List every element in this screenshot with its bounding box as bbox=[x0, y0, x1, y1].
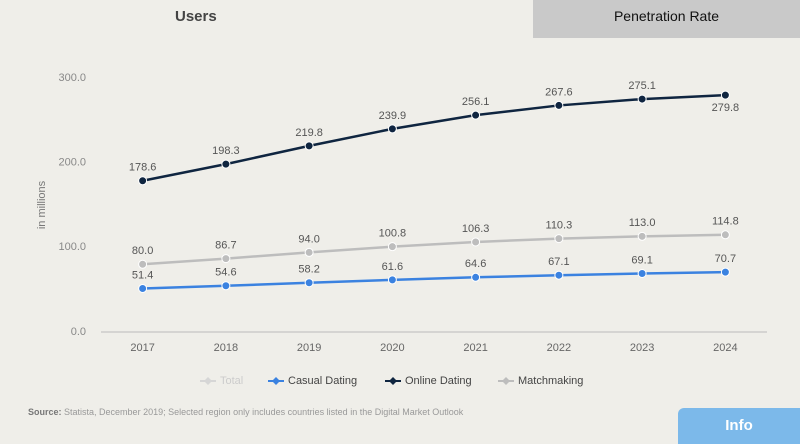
data-point bbox=[304, 141, 314, 151]
source-text: Statista, December 2019; Selected region… bbox=[64, 407, 464, 417]
data-label: 113.0 bbox=[629, 217, 656, 229]
data-point bbox=[471, 272, 481, 282]
legend-item[interactable]: Online Dating bbox=[385, 375, 472, 387]
data-point bbox=[138, 176, 148, 186]
legend-marker bbox=[389, 377, 397, 385]
data-label: 58.2 bbox=[298, 264, 319, 276]
x-tick-label: 2022 bbox=[547, 342, 571, 354]
data-point bbox=[221, 159, 231, 169]
x-tick-label: 2020 bbox=[380, 342, 404, 354]
data-label: 64.6 bbox=[465, 258, 486, 270]
data-label: 239.9 bbox=[379, 110, 407, 122]
y-axis-label: in millions bbox=[36, 180, 48, 229]
info-button[interactable]: Info bbox=[678, 408, 800, 444]
data-label: 275.1 bbox=[628, 80, 656, 92]
data-label: 51.4 bbox=[132, 269, 153, 281]
data-point bbox=[637, 94, 647, 104]
x-tick-label: 2017 bbox=[130, 342, 154, 354]
data-label: 256.1 bbox=[462, 96, 490, 108]
data-point bbox=[720, 230, 730, 240]
legend-marker bbox=[204, 377, 212, 385]
legend-label: Total bbox=[220, 375, 243, 387]
x-tick-label: 2021 bbox=[463, 342, 487, 354]
data-label: 70.7 bbox=[715, 253, 736, 265]
series-line bbox=[142, 93, 726, 183]
legend-label: Online Dating bbox=[405, 375, 472, 387]
series-line bbox=[142, 233, 726, 266]
data-label: 114.8 bbox=[712, 216, 739, 228]
data-label: 86.7 bbox=[215, 240, 236, 252]
data-point bbox=[720, 90, 730, 100]
legend-label: Casual Dating bbox=[288, 375, 357, 387]
data-point bbox=[637, 231, 647, 241]
legend-item[interactable]: Casual Dating bbox=[268, 375, 357, 387]
x-tick-label: 2019 bbox=[297, 342, 321, 354]
data-point bbox=[387, 124, 397, 134]
data-point bbox=[221, 281, 231, 291]
data-label: 69.1 bbox=[631, 254, 652, 266]
data-point bbox=[304, 278, 314, 288]
legend-marker bbox=[502, 377, 510, 385]
data-point bbox=[138, 283, 148, 293]
data-label: 80.0 bbox=[132, 245, 153, 257]
data-label: 198.3 bbox=[212, 145, 240, 157]
x-tick-label: 2024 bbox=[713, 342, 737, 354]
x-tick-label: 2018 bbox=[214, 342, 238, 354]
x-tick-label: 2023 bbox=[630, 342, 654, 354]
legend-item[interactable]: Total bbox=[200, 375, 243, 387]
data-label: 279.8 bbox=[712, 102, 740, 114]
data-label: 61.6 bbox=[382, 261, 403, 273]
y-tick-label: 200.0 bbox=[58, 157, 86, 169]
data-point bbox=[637, 268, 647, 278]
data-point bbox=[554, 100, 564, 110]
data-point bbox=[554, 234, 564, 244]
heading: Users bbox=[175, 8, 217, 25]
data-label: 54.6 bbox=[215, 267, 236, 279]
penetration-tab[interactable]: Penetration Rate bbox=[533, 0, 800, 38]
data-point bbox=[554, 270, 564, 280]
legend-label: Matchmaking bbox=[518, 375, 583, 387]
source-label: Source: bbox=[28, 407, 62, 417]
y-tick-label: 300.0 bbox=[58, 72, 86, 84]
data-label: 219.8 bbox=[295, 127, 323, 139]
data-label: 100.8 bbox=[379, 228, 407, 240]
source: Source: Statista, December 2019; Selecte… bbox=[28, 407, 463, 417]
data-point bbox=[387, 275, 397, 285]
data-label: 94.0 bbox=[298, 233, 319, 245]
data-label: 106.3 bbox=[462, 223, 490, 235]
data-point bbox=[138, 259, 148, 269]
data-point bbox=[387, 242, 397, 252]
data-label: 110.3 bbox=[546, 220, 573, 232]
y-tick-label: 0.0 bbox=[71, 326, 86, 338]
legend-marker bbox=[272, 377, 280, 385]
data-point bbox=[221, 254, 231, 264]
legend-item[interactable]: Matchmaking bbox=[498, 375, 583, 387]
y-tick-label: 100.0 bbox=[58, 241, 86, 253]
data-point bbox=[304, 247, 314, 257]
series-line bbox=[142, 270, 726, 290]
data-point bbox=[720, 267, 730, 277]
data-point bbox=[471, 110, 481, 120]
data-label: 178.6 bbox=[129, 162, 157, 174]
data-label: 67.1 bbox=[548, 256, 569, 268]
data-point bbox=[471, 237, 481, 247]
data-label: 267.6 bbox=[545, 86, 573, 98]
